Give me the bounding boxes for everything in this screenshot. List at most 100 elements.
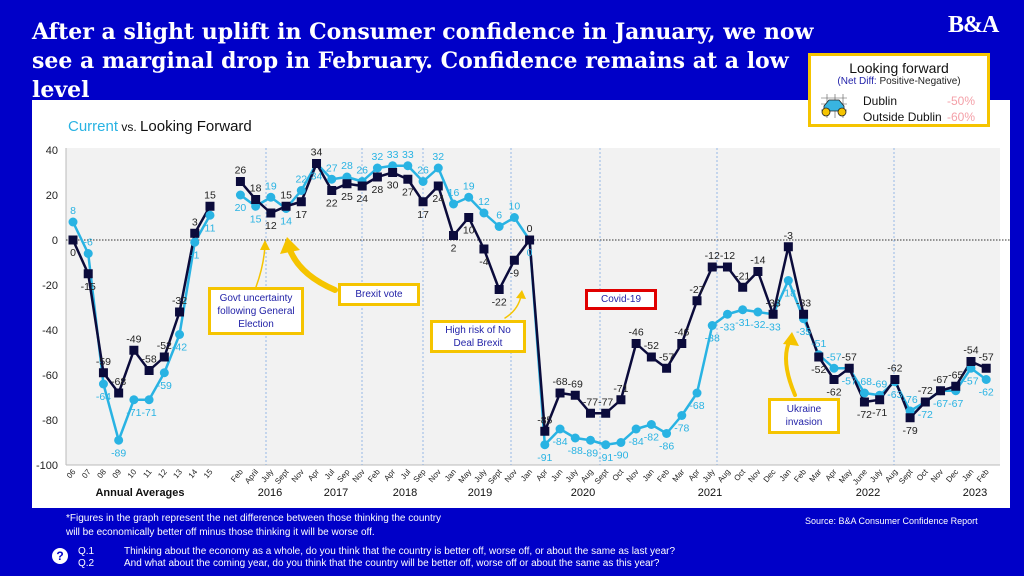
data-point-looking-forward [159,368,169,378]
data-point-current [251,195,261,204]
data-point-looking-forward [859,388,869,398]
x-tick-label: Dec [762,468,778,485]
data-point-looking-forward [616,438,626,447]
data-point-current [114,388,124,398]
data-label-current: -15 [81,281,96,293]
data-label-current: -85 [537,414,552,426]
x-tick-label: Apr [534,467,549,483]
data-label-looking-forward: -57 [842,375,857,387]
y-tick-label: 0 [52,235,58,247]
data-point-current [494,285,504,294]
x-tick-label: Nov [929,468,945,485]
data-point-looking-forward [83,249,93,258]
q1-id: Q.1 [78,546,95,557]
x-tick-label: Sept [593,467,611,486]
data-point-current [433,181,443,191]
data-label-current: -77 [583,396,598,408]
data-point-looking-forward [540,440,550,450]
data-label-looking-forward: -71 [126,407,141,419]
data-point-current [266,208,276,218]
x-tick-label: Jan [960,468,975,484]
x-tick-label: 07 [80,467,93,480]
data-point-current [890,375,900,384]
x-tick-label: Jul [323,467,337,481]
data-label-looking-forward: -31 [735,317,750,329]
data-point-current [555,388,565,398]
x-group-label: 2017 [324,487,348,499]
looking-forward-title: Looking forward [849,60,949,76]
x-tick-label: Aug [883,468,899,485]
x-tick-label: 11 [141,467,154,480]
data-point-looking-forward [433,163,443,173]
x-tick-label: 10 [126,467,139,480]
data-point-looking-forward [646,420,656,429]
looking-forward-box: Looking forward (Net Diff: Positive-Nega… [808,53,990,127]
x-tick-label: Nov [625,468,641,485]
data-point-looking-forward [981,375,991,384]
data-label-current: -68 [552,376,567,388]
data-label-current: -46 [674,327,689,339]
data-point-current [768,309,778,319]
x-tick-label: Apr [824,467,839,483]
data-point-looking-forward [68,217,78,227]
x-group-label: 2022 [856,487,880,499]
data-label-looking-forward: 6 [496,210,502,222]
data-point-current [190,228,200,238]
data-label-current: 0 [527,223,533,235]
x-tick-label: Oct [915,467,930,483]
data-point-current [616,395,626,405]
data-label-current: 2 [451,243,457,255]
data-point-current [342,179,352,189]
data-point-current [159,352,169,362]
data-point-current [312,159,322,168]
data-label-looking-forward: -63 [887,389,902,401]
data-label-looking-forward: -32 [750,319,765,331]
data-point-looking-forward [144,395,154,405]
data-label-looking-forward: -64 [96,391,111,403]
data-label-looking-forward: 11 [205,222,216,234]
data-label-looking-forward: -33 [720,321,735,333]
data-point-current [449,231,458,240]
net-diff-subtitle: (Net Diff: Positive-Negative) [837,76,961,87]
data-point-current [372,172,382,182]
data-label-current: 10 [463,225,475,237]
data-label-current: -12 [705,250,720,262]
data-point-current [692,296,702,306]
data-point-looking-forward [175,330,185,339]
data-label-current: -77 [598,396,613,408]
data-point-current [875,395,885,405]
x-tick-label: Mar [671,467,687,484]
y-tick-label: -80 [42,415,58,427]
x-tick-label: Feb [975,467,991,484]
data-label-current: -57 [842,351,857,363]
data-point-looking-forward [418,177,428,186]
chart-title: Current vs. Looking Forward [68,118,252,135]
data-point-current [479,244,489,254]
outside-dublin-value: -60% [947,110,976,124]
data-label-current: -65 [948,369,963,381]
data-label-looking-forward: -18 [781,288,796,300]
x-tick-label: Apr [306,467,321,483]
x-tick-label: Dec [944,468,960,485]
data-point-looking-forward [509,213,519,222]
data-label-looking-forward: -72 [918,409,933,421]
data-point-current [83,269,93,279]
data-point-current [540,426,550,436]
data-label-looking-forward: -38 [705,333,720,345]
data-label-current: 15 [280,189,292,201]
x-group-label: 2023 [963,487,987,499]
data-label-current: 30 [387,180,399,192]
x-tick-label: 13 [171,467,184,480]
x-group-label: 2016 [258,487,282,499]
data-label-current: -67 [933,374,948,386]
data-label-looking-forward: -71 [142,407,157,419]
x-tick-label: Sept [486,467,504,486]
data-point-looking-forward [327,174,337,184]
data-label-looking-forward: -68 [857,376,872,388]
data-point-looking-forward [129,395,139,405]
data-label-looking-forward: -62 [979,387,994,399]
data-label-looking-forward: -51 [811,338,826,350]
x-tick-label: Feb [366,467,382,484]
data-label-looking-forward: 22 [295,174,307,186]
data-point-looking-forward [296,186,306,195]
